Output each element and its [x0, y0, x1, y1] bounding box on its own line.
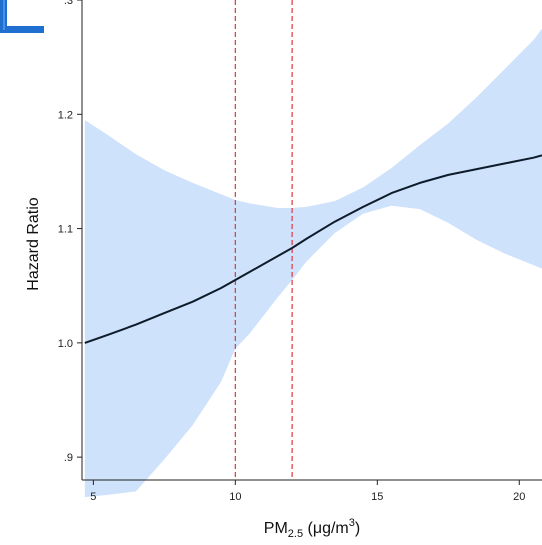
- series-line-0: [84, 154, 542, 344]
- x-axis-title-unit: (μg/m: [303, 520, 349, 537]
- series-layer: [84, 154, 542, 344]
- y-axis-title: Hazard Ratio: [25, 197, 42, 290]
- y-tick-label-1.3: .3: [64, 0, 73, 7]
- tick-labels-layer: 5 10 15 20 .9 1.0 1.1 1.2 .3: [58, 0, 525, 503]
- x-axis-title-unit-end: ): [355, 520, 360, 537]
- y-tick-label-1.2: 1.2: [58, 109, 73, 121]
- x-axis-title-main: PM: [264, 520, 288, 537]
- ci-band-layer: [84, 28, 542, 498]
- y-tick-label-1: 1.0: [58, 338, 73, 350]
- axes-layer: [81, 0, 542, 481]
- x-tick-label-20: 20: [513, 491, 525, 503]
- x-axis-title-subscript: 2.5: [288, 528, 303, 540]
- x-tick-label-10: 10: [229, 491, 241, 503]
- y-tick-label-1.1: 1.1: [58, 224, 73, 236]
- x-axis-title-superscript: 3: [349, 517, 355, 529]
- y-tick-label-0.9: .9: [64, 452, 73, 464]
- x-tick-label-15: 15: [371, 491, 383, 503]
- reference-lines-layer: [234, 0, 293, 480]
- x-tick-label-5: 5: [90, 491, 96, 503]
- corner-bracket-icon: [0, 0, 44, 33]
- x-axis-title: PM2.5 (μg/m3): [264, 517, 360, 540]
- ci-band: [84, 28, 542, 498]
